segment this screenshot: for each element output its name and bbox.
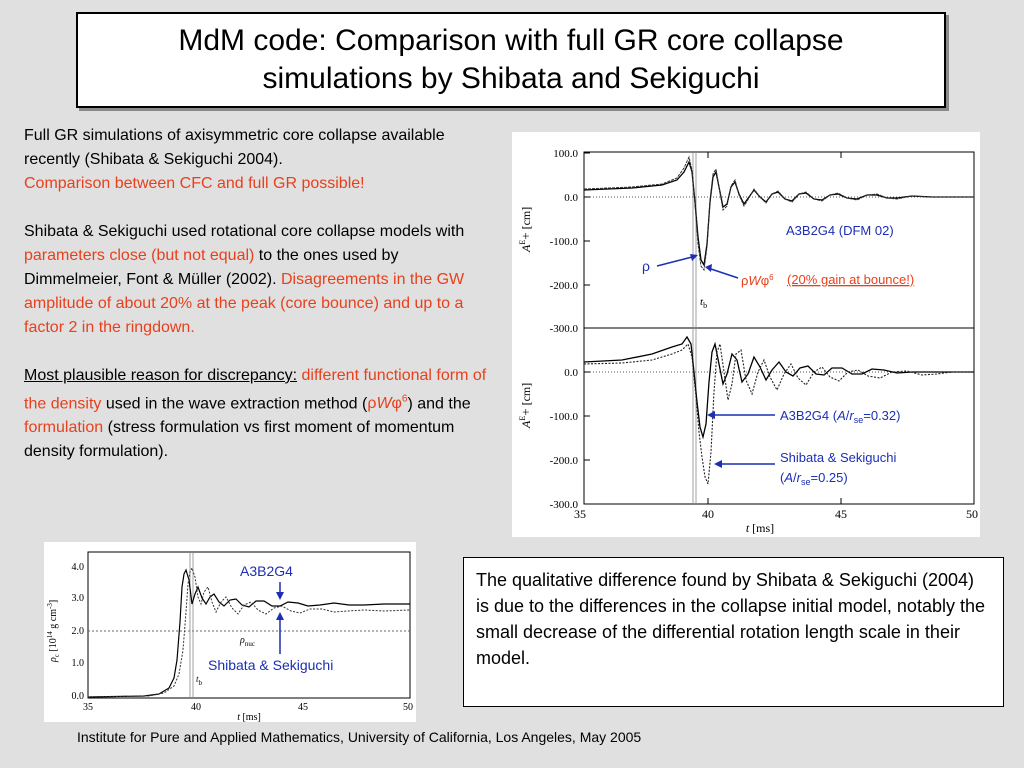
gw-bottom-curve-shibata	[583, 342, 974, 485]
p2-highlight-2: Disagreements in the GW amplitude of abo…	[24, 271, 465, 336]
density-frame	[87, 551, 411, 699]
p3-text-3: (stress formulation vs first moment of m…	[24, 419, 455, 461]
density-arrow-shibata-head	[276, 612, 284, 620]
arrow-a3b2g4-head	[707, 411, 715, 419]
gw-tick-marks	[584, 152, 842, 504]
gw-ylabel-bottom: AE+ [cm]	[518, 383, 533, 429]
density-ylabel: ρc [1014 g cm-3]	[46, 600, 61, 663]
gw-amplitude-figure: 100.0 0.0 -100.0 -200.0 -300.0 0.0 -100.…	[512, 132, 980, 537]
p2-text-1: Shibata & Sekiguchi used rotational core…	[24, 223, 465, 240]
density-svg: 4.0 3.0 2.0 1.0 0.0 35 40 45 50 t [ms] ρ…	[46, 551, 413, 723]
gw-xtick-1: 40	[702, 507, 714, 521]
p3-text-1: used in the wave extraction method (	[105, 395, 368, 413]
gw-bottom-frame	[583, 327, 975, 505]
label-dfm: A3B2G4 (DFM 02)	[786, 223, 894, 238]
density-curve-a3b2g4	[87, 568, 410, 698]
p1-text: Full GR simulations of axisymmetric core…	[24, 127, 445, 168]
p1-highlight: Comparison between CFC and full GR possi…	[24, 175, 365, 192]
arrow-rhoW-head	[705, 264, 712, 272]
gw-ytick-top-3: -200.0	[550, 280, 579, 292]
gw-ytick-top-0: 100.0	[553, 148, 578, 160]
gw-tb-label: tb	[700, 296, 707, 310]
density-xtick-3: 50	[403, 702, 413, 713]
p3-highlight-2: formulation	[24, 419, 104, 437]
p2-highlight-1: parameters close (but not equal)	[24, 247, 255, 264]
p3-underlined: Most plausible reason for discrepancy:	[24, 367, 298, 384]
title-line-2: simulations by Shibata and Sekiguchi	[262, 62, 760, 95]
title-line-1: MdM code: Comparison with full GR core c…	[178, 24, 844, 57]
density-xtick-0: 35	[83, 702, 93, 713]
conclusion-box: The qualitative difference found by Shib…	[463, 557, 1004, 707]
arrow-shibata-head	[714, 460, 722, 468]
density-ytick-1: 3.0	[72, 593, 85, 604]
label-rho: ρ	[642, 258, 650, 274]
arrow-rho-head	[690, 254, 698, 261]
gw-ytick-bottom-0: 0.0	[564, 367, 578, 379]
p2-text-2: to the ones used by Dimmelmeier, Font & …	[24, 247, 399, 288]
gw-ytick-bottom-1: -100.0	[550, 411, 579, 423]
gw-ytick-bottom-3: -300.0	[550, 499, 579, 511]
gw-ytick-top-2: -100.0	[550, 236, 579, 248]
gw-top-curve-rho	[583, 160, 974, 267]
gw-top-curve-rhoW	[583, 155, 974, 272]
density-label-a3b2g4: A3B2G4	[240, 563, 293, 579]
density-label-shibata: Shibata & Sekiguchi	[208, 657, 333, 673]
density-xlabel: t [ms]	[237, 712, 261, 722]
gw-xtick-0: 35	[574, 507, 586, 521]
p3-formula: ρWφ6	[367, 394, 408, 413]
gw-ylabel-top: AE+ [cm]	[518, 207, 533, 253]
density-ytick-3: 1.0	[72, 658, 85, 669]
label-rhoW: ρWφ6	[741, 273, 774, 288]
footer: Institute for Pure and Applied Mathemati…	[77, 729, 642, 745]
gw-xtick-3: 50	[966, 507, 978, 521]
p3-text-2: ) and the	[407, 395, 471, 413]
density-figure: 4.0 3.0 2.0 1.0 0.0 35 40 45 50 t [ms] ρ…	[44, 542, 416, 723]
body-text: Full GR simulations of axisymmetric core…	[24, 124, 494, 488]
arrow-rhoW	[707, 267, 739, 279]
label-shibata-1: Shibata & Sekiguchi	[780, 450, 896, 465]
density-ytick-0: 4.0	[72, 562, 85, 573]
gw-ytick-top-1: 0.0	[564, 192, 578, 204]
gw-top-frame	[583, 151, 975, 329]
density-rho-nuc-label: ρnuc	[239, 635, 255, 648]
gw-amplitude-svg: 100.0 0.0 -100.0 -200.0 -300.0 0.0 -100.…	[518, 148, 978, 535]
label-a3b2g4: A3B2G4 (A/rse=0.32)	[780, 408, 900, 425]
gw-ytick-bottom-2: -200.0	[550, 455, 579, 467]
arrow-rho	[656, 255, 697, 267]
gw-xlabel: t [ms]	[746, 521, 774, 535]
gw-bottom-curve-a3b2g4	[583, 335, 974, 440]
gw-ytick-top-4: -300.0	[550, 323, 579, 335]
density-tb-label: tb	[196, 674, 203, 687]
density-ytick-2: 2.0	[72, 626, 85, 637]
gw-xtick-2: 45	[835, 507, 847, 521]
label-shibata-2: (A/rse=0.25)	[780, 470, 848, 487]
paragraph-1: Full GR simulations of axisymmetric core…	[24, 124, 494, 196]
paragraph-2: Shibata & Sekiguchi used rotational core…	[24, 220, 494, 340]
label-gain: (20% gain at bounce!)	[787, 272, 914, 287]
paragraph-3: Most plausible reason for discrepancy: d…	[24, 364, 494, 464]
density-ytick-4: 0.0	[72, 691, 85, 702]
slide-title: MdM code: Comparison with full GR core c…	[76, 12, 946, 108]
density-curve-shibata	[87, 566, 411, 698]
density-xtick-1: 40	[191, 702, 201, 713]
density-arrow-a3b2g4-head	[276, 592, 284, 600]
density-xtick-2: 45	[298, 702, 308, 713]
p3-highlight-1: different functional form of the density	[24, 367, 487, 413]
